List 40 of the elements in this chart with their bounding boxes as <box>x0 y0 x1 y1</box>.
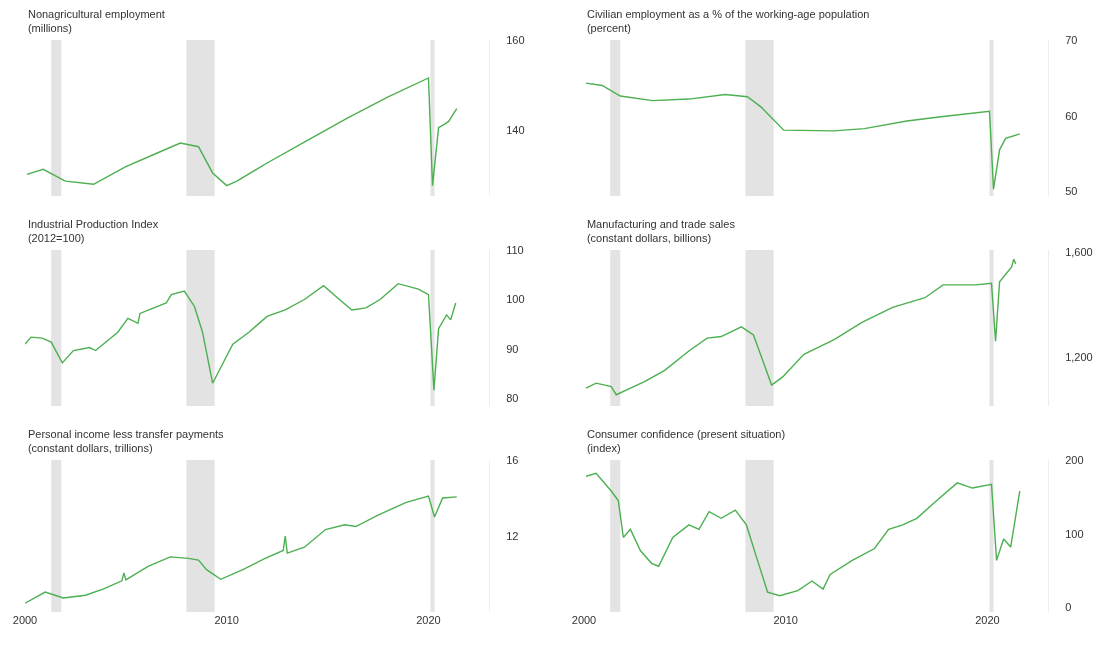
line-series <box>585 82 1021 190</box>
chart-title: Nonagricultural employment <box>27 8 165 20</box>
y-tick-label: 160 <box>506 33 525 46</box>
y-tick-label: 16 <box>506 453 519 466</box>
y-tick-label: 70 <box>1065 33 1078 46</box>
x-tick-label: 2000 <box>12 614 38 626</box>
y-tick-label: 100 <box>506 293 525 306</box>
chart-subtitle: (millions) <box>27 22 72 35</box>
y-tick-label: 12 <box>506 529 519 542</box>
y-tick-label: 90 <box>506 342 519 355</box>
line-series <box>585 258 1017 396</box>
y-tick-label: 1,600 <box>1065 246 1093 259</box>
x-tick-label: 2000 <box>571 614 597 626</box>
chart-title: Industrial Production Index <box>27 218 159 230</box>
chart-title: Consumer confidence (present situation) <box>586 428 786 440</box>
y-tick-label: 100 <box>1065 527 1084 540</box>
y-tick-label: 140 <box>506 124 525 137</box>
line-series <box>585 472 1021 597</box>
x-tick-label: 2020 <box>975 614 1000 626</box>
y-tick-label: 80 <box>506 392 519 405</box>
y-tick-label: 50 <box>1065 185 1078 198</box>
chart-title: Manufacturing and trade sales <box>586 218 736 230</box>
y-tick-label: 110 <box>506 243 524 256</box>
y-tick-label: 0 <box>1065 601 1072 614</box>
y-tick-label: 60 <box>1065 109 1078 122</box>
x-tick-label: 2010 <box>214 614 239 626</box>
y-tick-label: 1,200 <box>1065 351 1093 364</box>
chart-title: Personal income less transfer payments <box>27 428 225 440</box>
line-series <box>25 495 458 604</box>
chart-subtitle: (constant dollars, billions) <box>586 232 712 245</box>
line-series <box>25 282 457 391</box>
x-tick-label: 2010 <box>773 614 798 626</box>
line-series <box>26 77 458 187</box>
y-tick-label: 200 <box>1065 453 1084 466</box>
chart-subtitle: (percent) <box>586 22 631 35</box>
chart-title: Civilian employment as a % of the working-age population <box>586 8 870 20</box>
chart-subtitle: (2012=100) <box>27 232 85 245</box>
chart-subtitle: (constant dollars, trillions) <box>27 442 153 455</box>
chart-subtitle: (index) <box>586 442 621 455</box>
x-tick-label: 2020 <box>416 614 441 626</box>
